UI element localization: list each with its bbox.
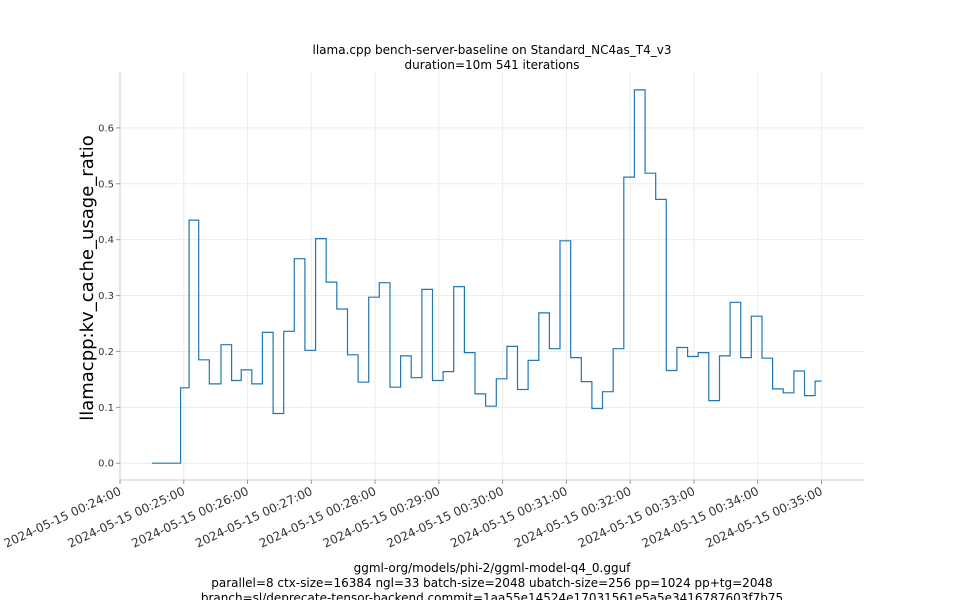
x-tick-label: 2024-05-15 00:29:00 bbox=[321, 484, 442, 551]
grid-lines bbox=[119, 72, 864, 480]
x-tick-label: 2024-05-15 00:24:00 bbox=[2, 484, 123, 551]
x-tick-label: 2024-05-15 00:31:00 bbox=[448, 484, 569, 551]
y-tick-label: 0.6 bbox=[98, 123, 114, 134]
x-tick-label: 2024-05-15 00:35:00 bbox=[703, 484, 824, 551]
x-tick-label: 2024-05-15 00:33:00 bbox=[576, 484, 697, 551]
chart-subtitle: duration=10m 541 iterations bbox=[405, 58, 580, 72]
y-tick-label: 0.5 bbox=[98, 179, 114, 190]
x-tick-label: 2024-05-15 00:28:00 bbox=[257, 484, 378, 551]
y-ticks: 0.0 0.1 0.2 0.3 0.4 0.5 0.6 bbox=[98, 123, 120, 470]
y-tick-label: 0.4 bbox=[98, 235, 114, 246]
x-tick-label: 2024-05-15 00:27:00 bbox=[193, 484, 314, 551]
footer-branch: branch=sl/deprecate-tensor-backend commi… bbox=[201, 591, 783, 600]
x-tick-label: 2024-05-15 00:32:00 bbox=[512, 484, 633, 551]
chart-title: llama.cpp bench-server-baseline on Stand… bbox=[313, 43, 672, 57]
y-tick-label: 0.2 bbox=[98, 347, 114, 358]
series-line bbox=[151, 89, 822, 464]
y-tick-label: 0.3 bbox=[98, 291, 114, 302]
footer-params: parallel=8 ctx-size=16384 ngl=33 batch-s… bbox=[211, 576, 772, 590]
x-tick-label: 2024-05-15 00:25:00 bbox=[66, 484, 187, 551]
x-tick-label: 2024-05-15 00:34:00 bbox=[640, 484, 761, 551]
y-tick-label: 0.0 bbox=[98, 459, 114, 470]
y-tick-label: 0.1 bbox=[98, 403, 114, 414]
footer-model: ggml-org/models/phi-2/ggml-model-q4_0.gg… bbox=[354, 561, 632, 575]
axes bbox=[119, 72, 864, 481]
x-tick-label: 2024-05-15 00:30:00 bbox=[384, 484, 505, 551]
x-tick-label: 2024-05-15 00:26:00 bbox=[129, 484, 250, 551]
y-axis-label: llamacpp:kv_cache_usage_ratio bbox=[77, 135, 98, 421]
